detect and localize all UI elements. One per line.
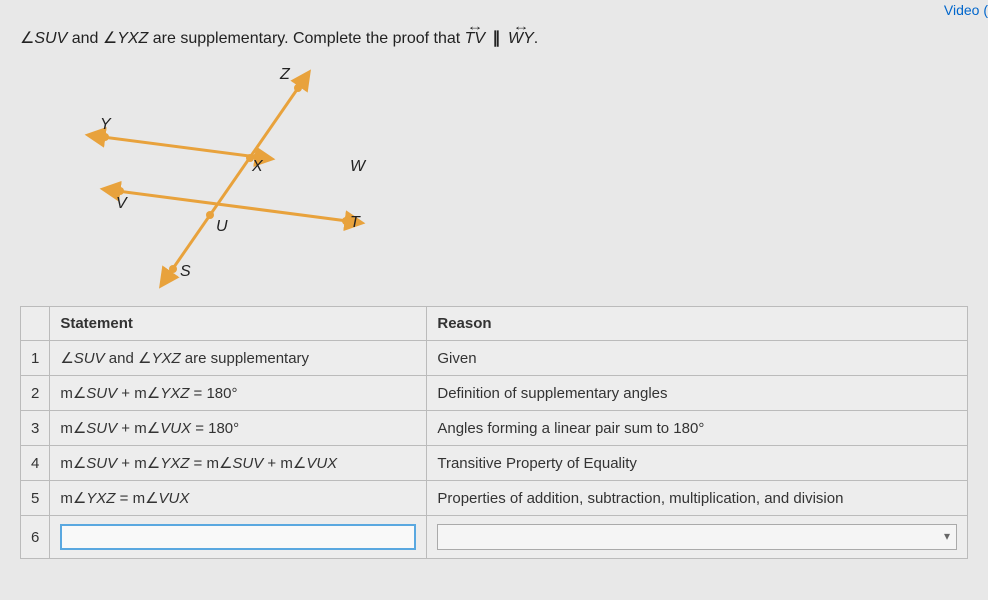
label-y: Y [100, 116, 111, 134]
header-blank [21, 307, 50, 341]
statement-input[interactable] [60, 524, 416, 550]
label-s: S [180, 263, 191, 281]
header-reason: Reason [427, 307, 968, 341]
row-num: 1 [21, 341, 50, 376]
label-t: T [350, 214, 360, 232]
table-row: 4 m∠SUV + m∠YXZ = m∠SUV + m∠VUX Transiti… [21, 446, 968, 481]
row-num: 3 [21, 411, 50, 446]
reason-dropdown[interactable] [437, 524, 957, 550]
statement-input-cell [50, 516, 427, 559]
problem-prompt: ∠SUV and ∠YXZ are supplementary. Complet… [20, 28, 968, 48]
row-num: 2 [21, 376, 50, 411]
statement-cell: m∠SUV + m∠YXZ = m∠SUV + m∠VUX [50, 446, 427, 481]
geometry-diagram: Z Y X W V U T S [50, 58, 390, 298]
table-row: 1 ∠SUV and ∠YXZ are supplementary Given [21, 341, 968, 376]
label-x: X [252, 158, 263, 176]
table-header-row: Statement Reason [21, 307, 968, 341]
video-link[interactable]: Video ( [944, 2, 988, 18]
row-num: 4 [21, 446, 50, 481]
statement-cell: m∠SUV + m∠VUX = 180° [50, 411, 427, 446]
angle-symbol: ∠ [103, 30, 117, 47]
row-num: 6 [21, 516, 50, 559]
statement-cell: ∠SUV and ∠YXZ are supplementary [50, 341, 427, 376]
table-row: 5 m∠YXZ = m∠VUX Properties of addition, … [21, 481, 968, 516]
proof-table: Statement Reason 1 ∠SUV and ∠YXZ are sup… [20, 306, 968, 559]
and-text: and [67, 30, 103, 47]
label-z: Z [280, 66, 290, 84]
table-row: 6 [21, 516, 968, 559]
reason-cell: Given [427, 341, 968, 376]
reason-cell: Transitive Property of Equality [427, 446, 968, 481]
reason-cell: Definition of supplementary angles [427, 376, 968, 411]
reason-cell: Properties of addition, subtraction, mul… [427, 481, 968, 516]
statement-cell: m∠YXZ = m∠VUX [50, 481, 427, 516]
parallel-symbol: ∥ [490, 30, 504, 47]
line-tv: TV [465, 30, 485, 48]
angle-1: SUV [34, 30, 67, 47]
reason-input-cell [427, 516, 968, 559]
table-row: 3 m∠SUV + m∠VUX = 180° Angles forming a … [21, 411, 968, 446]
prompt-end: . [534, 30, 538, 47]
prompt-text: are supplementary. Complete the proof th… [148, 30, 464, 47]
header-statement: Statement [50, 307, 427, 341]
label-v: V [116, 195, 127, 213]
table-row: 2 m∠SUV + m∠YXZ = 180° Definition of sup… [21, 376, 968, 411]
label-u: U [216, 218, 228, 236]
row-num: 5 [21, 481, 50, 516]
reason-cell: Angles forming a linear pair sum to 180° [427, 411, 968, 446]
line-wy: WY [508, 30, 534, 48]
angle-symbol: ∠ [20, 30, 34, 47]
statement-cell: m∠SUV + m∠YXZ = 180° [50, 376, 427, 411]
angle-2: YXZ [117, 30, 148, 47]
label-w: W [350, 158, 365, 176]
